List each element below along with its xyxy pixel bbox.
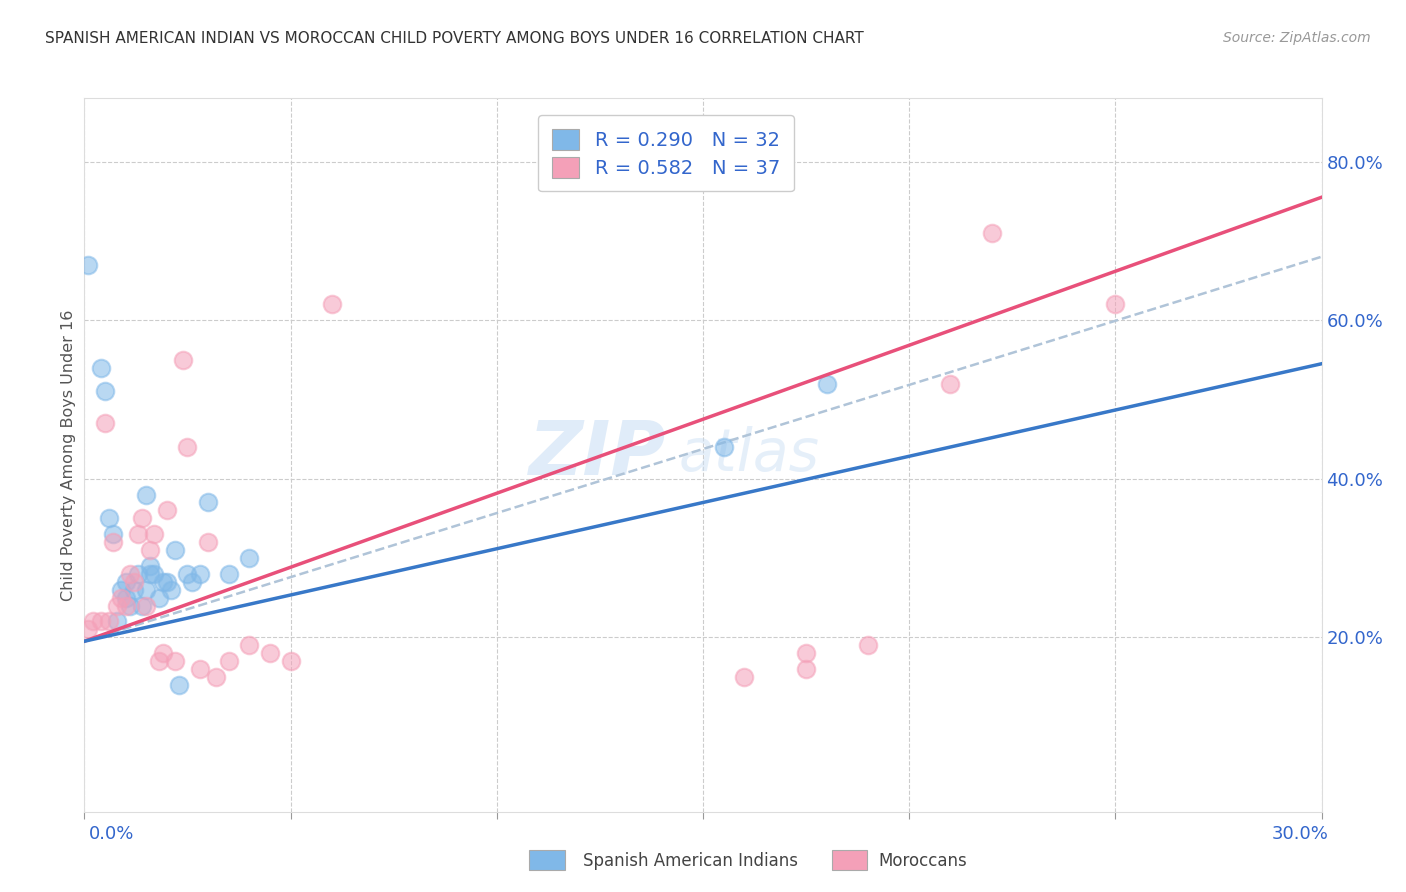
Point [131,511,153,525]
Text: 30.0%: 30.0% [1272,825,1329,843]
Point [139,566,162,581]
Point [733,670,755,684]
Point [98,511,121,525]
Text: ZIP: ZIP [529,418,666,491]
Point [118,566,141,581]
Point [114,599,136,613]
Point [139,543,162,558]
Point [143,566,166,581]
Point [1104,297,1126,311]
Text: Moroccans: Moroccans [879,852,967,870]
Y-axis label: Child Poverty Among Boys Under 16: Child Poverty Among Boys Under 16 [60,310,76,600]
Point [794,662,817,676]
Point [148,654,170,668]
Point [152,574,174,589]
Point [127,566,149,581]
Point [77,623,100,637]
Point [90,615,112,629]
Point [103,527,125,541]
Point [180,574,202,589]
Point [980,226,1002,240]
Point [110,591,132,605]
Bar [529,850,565,870]
Point [103,535,125,549]
Legend: R = 0.290   N = 32, R = 0.582   N = 37: R = 0.290 N = 32, R = 0.582 N = 37 [538,115,793,192]
Point [110,582,132,597]
Point [94,416,117,430]
Point [156,503,179,517]
Point [939,376,962,391]
Point [135,582,157,597]
Text: atlas: atlas [678,426,820,483]
Point [131,599,153,613]
Point [94,384,117,399]
Point [794,646,817,660]
Text: Source: ZipAtlas.com: Source: ZipAtlas.com [1223,31,1371,45]
Point [148,591,170,605]
Point [176,440,198,454]
Point [713,440,735,454]
Point [77,258,100,272]
Point [321,297,343,311]
Point [197,495,219,509]
Point [238,638,260,652]
Point [122,574,145,589]
Point [280,654,302,668]
Point [114,574,136,589]
Point [259,646,281,660]
Point [176,566,198,581]
Point [143,527,166,541]
Point [114,591,136,605]
Point [167,678,190,692]
Bar [831,850,868,870]
Point [188,662,211,676]
Point [238,551,260,566]
Point [156,574,179,589]
Point [856,638,879,652]
Point [105,615,128,629]
Point [135,599,157,613]
Point [122,582,145,597]
Point [139,558,162,573]
Point [82,615,104,629]
Point [118,599,141,613]
Point [172,352,194,367]
Point [90,360,112,375]
Text: 0.0%: 0.0% [89,825,134,843]
Point [197,535,219,549]
Point [105,599,128,613]
Point [815,376,838,391]
Point [152,646,174,660]
Point [135,487,157,501]
Text: Spanish American Indians: Spanish American Indians [583,852,799,870]
Point [165,654,187,668]
Point [98,615,121,629]
Point [165,543,187,558]
Point [205,670,228,684]
Point [160,582,183,597]
Text: SPANISH AMERICAN INDIAN VS MOROCCAN CHILD POVERTY AMONG BOYS UNDER 16 CORRELATIO: SPANISH AMERICAN INDIAN VS MOROCCAN CHIL… [45,31,863,46]
Point [127,527,149,541]
Point [188,566,211,581]
Point [218,566,240,581]
Point [218,654,240,668]
